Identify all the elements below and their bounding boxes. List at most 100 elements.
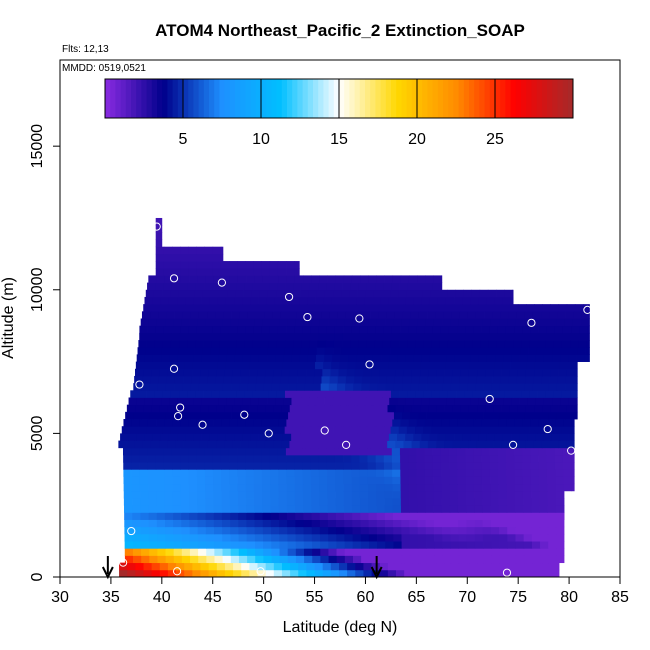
- heatmap-cell: [545, 390, 555, 398]
- heatmap-cell: [576, 397, 578, 406]
- heatmap-cell: [277, 325, 287, 334]
- heatmap-cell: [278, 483, 287, 492]
- heatmap-cell: [177, 397, 186, 406]
- heatmap-cell: [246, 505, 255, 513]
- heatmap-cell: [310, 332, 319, 341]
- heatmap-cell: [278, 419, 287, 427]
- heatmap-cell: [574, 304, 584, 312]
- heatmap-cell: [464, 340, 473, 348]
- heatmap-cell: [336, 383, 346, 391]
- heatmap-cell: [547, 490, 556, 499]
- heatmap-cell: [270, 490, 279, 499]
- heatmap-cell: [442, 533, 451, 542]
- heatmap-cell: [489, 462, 499, 470]
- heatmap-cell: [311, 519, 321, 528]
- heatmap-cell: [445, 433, 455, 441]
- heatmap-cell: [286, 469, 295, 477]
- heatmap-cell: [262, 318, 272, 327]
- heatmap-cell: [498, 483, 507, 492]
- heatmap-cell: [556, 411, 566, 420]
- heatmap-cell: [311, 512, 321, 520]
- heatmap-cell: [370, 375, 379, 384]
- heatmap-cell: [504, 426, 514, 434]
- heatmap-cell: [347, 569, 356, 578]
- heatmap-cell: [257, 368, 266, 377]
- heatmap-cell: [303, 318, 313, 327]
- heatmap-cell: [148, 505, 157, 513]
- heatmap-cell: [195, 282, 205, 291]
- heatmap-cell: [408, 447, 417, 456]
- heatmap-cell: [380, 296, 390, 305]
- heatmap-cell: [132, 505, 141, 513]
- heatmap-cell: [507, 555, 517, 564]
- heatmap-cell: [205, 526, 215, 535]
- heatmap-cell: [560, 397, 569, 406]
- heatmap-cell: [326, 462, 336, 470]
- heatmap-cell: [504, 340, 514, 348]
- heatmap-cell: [221, 505, 231, 513]
- colorbar-swatch: [526, 79, 532, 118]
- heatmap-cell: [253, 332, 262, 341]
- heatmap-cell: [572, 318, 581, 327]
- heatmap-cell: [345, 375, 355, 384]
- heatmap-cell: [458, 526, 467, 535]
- heatmap-cell: [420, 404, 429, 413]
- heatmap-cell: [506, 483, 516, 492]
- heatmap-cell: [392, 476, 401, 485]
- heatmap-cell: [439, 390, 449, 398]
- heatmap-cell: [442, 548, 451, 556]
- heatmap-cell: [156, 512, 166, 520]
- heatmap-cell: [510, 569, 519, 578]
- heatmap-cell: [452, 304, 462, 312]
- heatmap-cell: [538, 332, 547, 341]
- colorbar-swatch: [406, 79, 413, 118]
- colorbar-swatch: [198, 79, 205, 118]
- heatmap-cell: [192, 368, 201, 377]
- heatmap-cell: [345, 311, 355, 319]
- heatmap-cell: [326, 447, 336, 456]
- heatmap-cell: [155, 232, 163, 240]
- heatmap-cell: [433, 318, 443, 327]
- heatmap-cell: [209, 361, 218, 370]
- heatmap-cell: [228, 282, 238, 291]
- heatmap-cell: [506, 512, 516, 520]
- heatmap-cell: [484, 440, 494, 449]
- heatmap-cell: [140, 498, 149, 506]
- heatmap-cell: [561, 390, 571, 398]
- heatmap-cell: [269, 261, 279, 269]
- heatmap-cell: [540, 541, 549, 549]
- heatmap-cell: [539, 490, 548, 499]
- heatmap-cell: [473, 325, 482, 334]
- heatmap-cell: [475, 555, 484, 564]
- heatmap-cell: [523, 512, 532, 520]
- measurement-point: [320, 426, 329, 435]
- heatmap-cell: [340, 433, 349, 441]
- heatmap-cell: [399, 282, 409, 291]
- heatmap-cell: [436, 404, 445, 413]
- heatmap-cell: [288, 411, 297, 420]
- heatmap-cell: [441, 498, 451, 506]
- heatmap-cell: [198, 555, 207, 564]
- colorbar-swatch: [484, 79, 491, 118]
- heatmap-cell: [294, 325, 303, 334]
- heatmap-cell: [152, 354, 162, 362]
- heatmap-cell: [172, 490, 182, 499]
- heatmap-cell: [173, 541, 183, 549]
- heatmap-cell: [255, 555, 264, 564]
- heatmap-cell: [210, 289, 220, 298]
- heatmap-cell: [376, 275, 385, 283]
- heatmap-cell: [488, 340, 498, 348]
- heatmap-cell: [366, 340, 376, 348]
- heatmap-cell: [189, 548, 199, 556]
- heatmap-cell: [420, 562, 429, 571]
- heatmap-cell: [493, 569, 503, 578]
- heatmap-cell: [481, 462, 491, 470]
- heatmap-cell: [465, 419, 475, 427]
- heatmap-cell: [335, 275, 345, 283]
- heatmap-cell: [387, 368, 397, 377]
- heatmap-cell: [374, 426, 383, 434]
- heatmap-cell: [532, 548, 541, 556]
- heatmap-cell: [555, 490, 565, 499]
- heatmap-cell: [474, 533, 484, 542]
- heatmap-cell: [156, 318, 166, 327]
